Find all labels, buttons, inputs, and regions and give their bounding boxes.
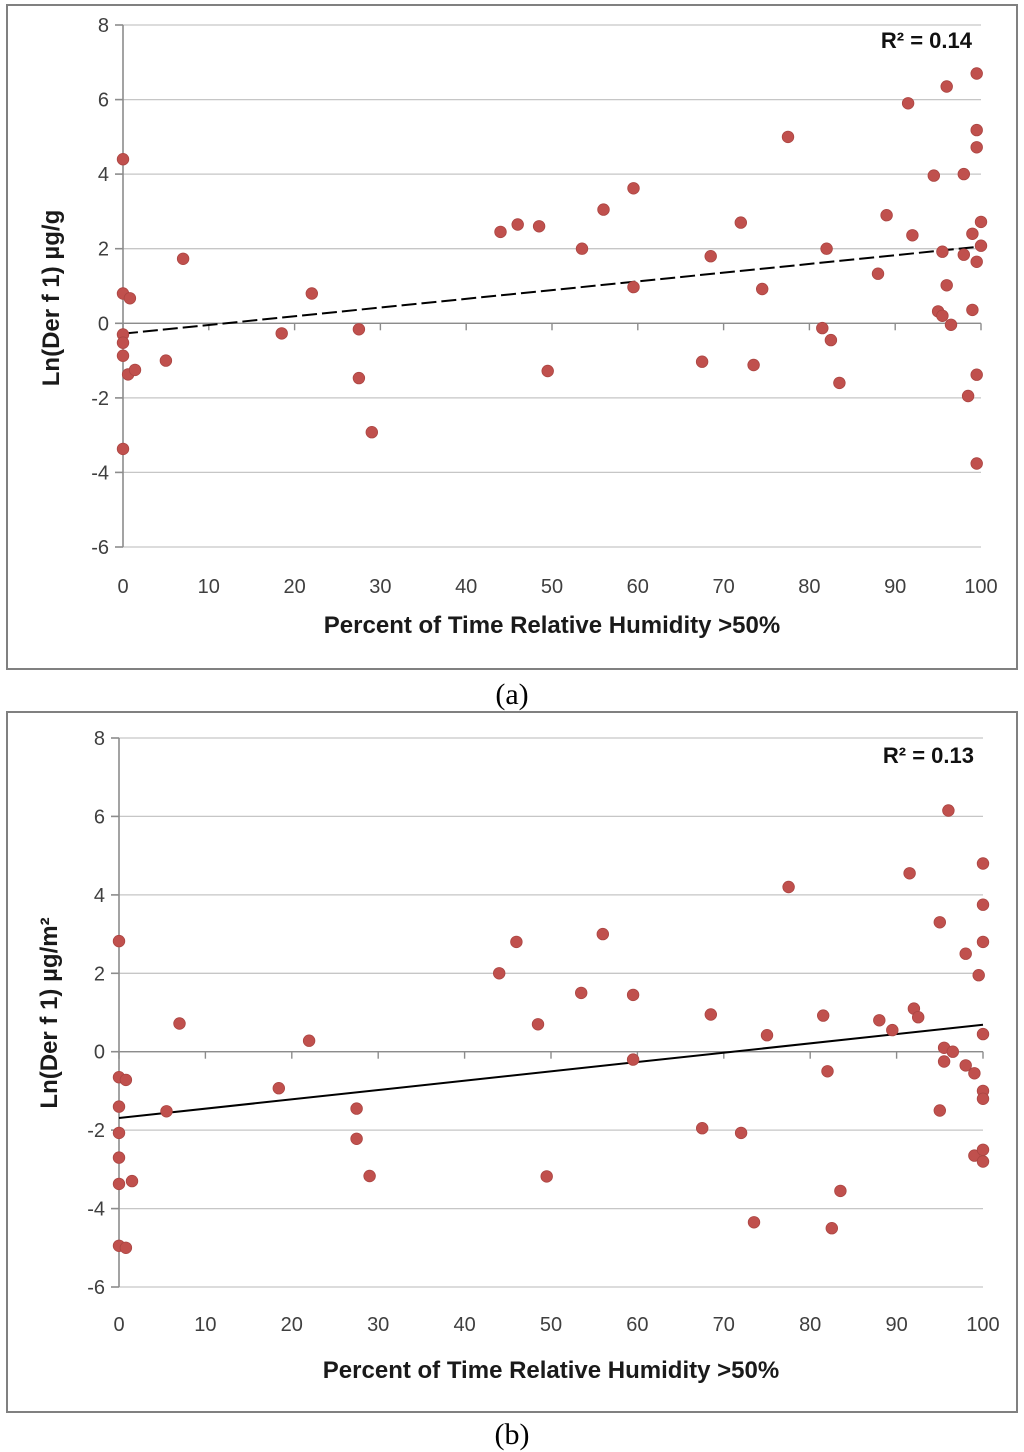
svg-text:0: 0 [113,1314,124,1336]
svg-text:10: 10 [198,576,220,598]
svg-text:70: 70 [713,1314,735,1336]
svg-text:30: 30 [369,576,391,598]
y-axis-title-a: Ln(Der f 1) µg/g [38,209,65,387]
svg-text:-2: -2 [87,1120,105,1142]
svg-text:80: 80 [798,576,820,598]
x-axis-title-a: Percent of Time Relative Humidity >50% [323,612,781,639]
svg-text:20: 20 [283,576,305,598]
svg-text:4: 4 [98,164,109,186]
svg-text:6: 6 [98,90,109,112]
svg-text:-4: -4 [87,1199,105,1221]
x-axis-title-b: Percent of Time Relative Humidity >50% [322,1357,780,1384]
svg-text:100: 100 [966,1314,999,1336]
svg-text:90: 90 [885,1314,907,1336]
y-axis-title-b: Ln(Der f 1) µg/m² [36,917,63,1109]
svg-text:30: 30 [367,1314,389,1336]
svg-text:0: 0 [117,576,128,598]
svg-text:50: 50 [540,1314,562,1336]
svg-text:40: 40 [453,1314,475,1336]
r-squared-label-b: R² = 0.13 [882,743,974,768]
svg-text:80: 80 [799,1314,821,1336]
svg-text:-6: -6 [91,537,109,559]
chart-panel-a: -6 -4 -2 0 2 4 6 8 0 10 20 30 40 50 60 70 80 90 100 R² = 0… [6,4,1018,670]
svg-text:6: 6 [94,806,105,828]
svg-text:90: 90 [884,576,906,598]
svg-text:70: 70 [712,576,734,598]
svg-text:50: 50 [541,576,563,598]
svg-text:8: 8 [98,15,109,37]
svg-text:60: 60 [627,576,649,598]
caption-b: (b) [494,1418,530,1451]
svg-text:0: 0 [98,313,109,335]
svg-text:2: 2 [98,239,109,261]
svg-text:-2: -2 [91,388,109,410]
svg-text:-6: -6 [87,1277,105,1299]
svg-text:4: 4 [94,885,105,907]
svg-text:40: 40 [455,576,477,598]
r-squared-label-a: R² = 0.14 [880,28,972,53]
svg-text:100: 100 [964,576,997,598]
chart-panel-b: -6 -4 -2 0 2 4 6 8 0 10 20 30 40 50 60 70 80 90 100 R² = 0… [6,711,1018,1413]
svg-text:0: 0 [94,1042,105,1064]
svg-text:10: 10 [194,1314,216,1336]
svg-text:2: 2 [94,963,105,985]
caption-a: (a) [495,678,529,711]
svg-text:8: 8 [94,728,105,750]
svg-text:20: 20 [281,1314,303,1336]
svg-text:-4: -4 [91,462,109,484]
svg-text:60: 60 [626,1314,648,1336]
